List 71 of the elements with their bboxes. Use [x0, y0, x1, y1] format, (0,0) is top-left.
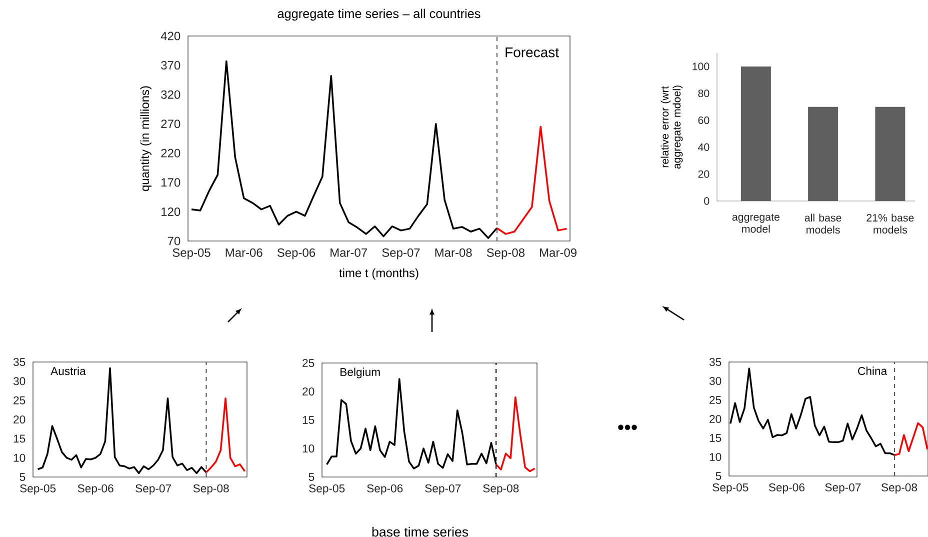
y-tick-label: 220: [161, 148, 180, 158]
y-tick-label: 5: [308, 473, 314, 481]
chart-title: Belgium: [340, 368, 380, 378]
y-tick-label: 40: [698, 143, 710, 151]
x-tick-label: Sep-07: [425, 484, 461, 495]
chart-title: aggregate time series – all countries: [278, 8, 480, 21]
x-tick-label: Sep-08: [486, 248, 525, 260]
y-tick-label: 15: [710, 434, 722, 442]
y-tick-label: 30: [13, 377, 26, 386]
y-axis-title: relative error (wrt aggregate mdoel): [660, 86, 683, 169]
x-tick-label: Sep-06: [277, 248, 316, 260]
x-tick-label: Sep-07: [382, 248, 420, 260]
y-tick-label: 20: [710, 414, 722, 424]
y-tick-label: 30: [709, 376, 722, 386]
x-tick-label: Sep-06: [367, 484, 403, 495]
x-axis-title: time t (months): [339, 268, 418, 280]
x-tick-label: all base models: [804, 214, 842, 234]
line-series: [205, 398, 246, 474]
x-tick-label: Sep-05: [20, 484, 56, 495]
text: base time series: [372, 526, 468, 537]
y-tick-label: 60: [698, 116, 710, 124]
y-tick-label: 10: [302, 444, 314, 453]
x-tick-label: Sep-08: [193, 484, 229, 495]
y-tick-label: 120: [162, 207, 180, 216]
x-tick-label: Sep-05: [172, 248, 210, 260]
x-tick-label: Sep-07: [825, 483, 861, 494]
y-tick-label: 420: [160, 32, 180, 40]
line-series: [495, 396, 536, 472]
y-tick-label: 25: [710, 396, 722, 404]
y-tick-label: 10: [14, 454, 26, 462]
y-tick-label: 10: [710, 452, 722, 462]
x-tick-label: Mar-09: [540, 248, 577, 257]
x-tick-label: Mar-07: [330, 248, 367, 257]
y-axis-title: quantity (in millions): [140, 86, 152, 192]
y-tick-label: 70: [168, 236, 180, 246]
y-tick-label: 35: [709, 358, 722, 366]
annotation: Forecast: [506, 48, 559, 58]
y-tick-label: 5: [716, 472, 722, 480]
y-tick-label: 80: [698, 90, 710, 98]
y-tick-label: 35: [13, 358, 26, 366]
x-tick-label: Sep-06: [768, 483, 804, 494]
y-tick-label: 0: [704, 197, 710, 205]
chart-title: China: [858, 366, 888, 376]
x-tick-label: Sep-05: [712, 483, 748, 494]
x-tick-label: Mar-06: [226, 248, 262, 257]
y-tick-label: 370: [161, 61, 180, 70]
y-tick-label: 170: [162, 178, 180, 187]
x-tick-label: Sep-08: [881, 483, 918, 494]
chart-title: Austria: [50, 366, 86, 376]
line-series: [190, 60, 498, 239]
x-tick-label: Sep-08: [483, 484, 519, 495]
y-tick-label: 5: [20, 473, 26, 481]
y-tick-label: 20: [698, 170, 710, 178]
y-tick-label: 20: [14, 415, 26, 424]
x-tick-label: Sep-05: [309, 484, 345, 495]
y-tick-label: 25: [14, 396, 26, 404]
y-tick-label: 15: [14, 434, 26, 443]
x-tick-label: Sep-07: [136, 484, 172, 495]
x-tick-label: Mar-08: [435, 248, 472, 257]
y-tick-label: 270: [161, 120, 180, 128]
text: •••: [618, 424, 637, 430]
x-tick-label: 21% base models: [866, 214, 914, 234]
y-tick-label: 20: [302, 387, 314, 396]
line-series: [36, 367, 208, 474]
line-series: [894, 422, 928, 456]
y-tick-label: 15: [302, 416, 314, 424]
x-tick-label: aggregate model: [732, 214, 780, 233]
y-tick-label: 100: [692, 62, 710, 70]
y-tick-label: 25: [302, 358, 314, 368]
x-tick-label: Sep-06: [78, 484, 114, 495]
y-tick-label: 320: [161, 90, 180, 99]
